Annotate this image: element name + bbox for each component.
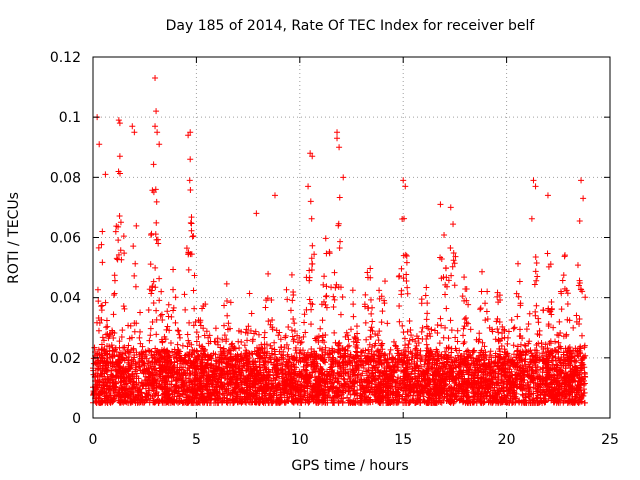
data-point-marker bbox=[496, 345, 503, 352]
data-point-marker bbox=[418, 356, 425, 363]
data-point-marker bbox=[246, 354, 253, 361]
data-point-marker bbox=[544, 345, 551, 352]
data-point-marker bbox=[170, 353, 177, 360]
data-point-marker bbox=[418, 363, 425, 370]
data-point-marker bbox=[308, 345, 315, 352]
chart-title: Day 185 of 2014, Rate Of TEC Index for r… bbox=[166, 18, 536, 34]
data-point-marker bbox=[220, 356, 227, 363]
data-point-marker bbox=[377, 356, 384, 363]
data-point-marker bbox=[355, 371, 362, 378]
data-point-marker bbox=[573, 357, 580, 364]
data-point-marker bbox=[138, 379, 145, 386]
data-point-marker bbox=[351, 368, 358, 375]
data-point-marker bbox=[456, 347, 463, 354]
data-point-marker bbox=[365, 367, 372, 374]
data-point-marker bbox=[216, 359, 223, 366]
data-point-marker bbox=[519, 391, 526, 398]
data-point-marker bbox=[148, 348, 155, 355]
data-point-marker bbox=[382, 352, 389, 359]
data-point-marker bbox=[512, 354, 519, 361]
data-point-marker bbox=[278, 360, 285, 367]
data-point-marker bbox=[370, 352, 377, 359]
data-point-marker bbox=[152, 391, 159, 398]
data-point-marker bbox=[487, 348, 494, 355]
data-point-marker bbox=[220, 345, 227, 352]
data-points bbox=[90, 75, 589, 406]
data-point-marker bbox=[564, 358, 571, 365]
data-point-marker bbox=[581, 380, 588, 387]
data-point-marker bbox=[195, 352, 202, 359]
data-point-marker bbox=[151, 366, 158, 373]
